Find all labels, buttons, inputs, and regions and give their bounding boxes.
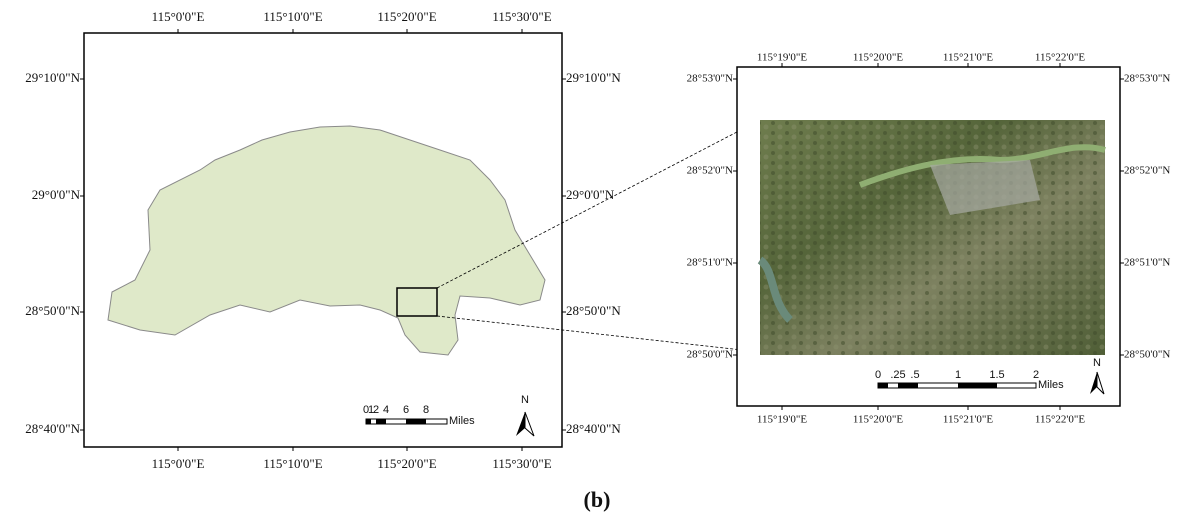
right-tick-label: 28°52'0"N [1124, 165, 1170, 177]
bottom-tick-label: 115°20'0"E [853, 414, 903, 426]
scale-label: 1.5 [989, 369, 1004, 381]
bottom-tick-label: 115°21'0"E [943, 414, 993, 426]
top-tick-label: 115°10'0"E [263, 9, 322, 24]
right-scale-bar [878, 383, 1036, 388]
right-tick-label: 28°51'0"N [1124, 257, 1170, 269]
left-tick-label: 28°40'0"N [25, 421, 80, 436]
scale-label: 2 [373, 404, 379, 416]
scale-unit: Miles [449, 415, 475, 427]
bottom-tick-label: 115°20'0"E [377, 456, 436, 471]
top-tick-label: 115°19'0"E [757, 52, 807, 64]
right-tick-label: 28°53'0"N [1124, 73, 1170, 85]
left-scale-bar [366, 419, 447, 424]
bottom-tick-label: 115°0'0"E [152, 456, 205, 471]
scale-label: 4 [383, 404, 389, 416]
left-tick-label: 28°51'0"N [687, 257, 733, 269]
bottom-tick-label: 115°22'0"E [1035, 414, 1085, 426]
satellite-image [760, 120, 1105, 355]
top-tick-label: 115°30'0"E [492, 9, 551, 24]
caption: (b) [584, 487, 611, 512]
top-tick-label: 115°20'0"E [853, 52, 903, 64]
right-tick-label: 29°10'0"N [566, 70, 621, 85]
left-tick-label: 29°10'0"N [25, 70, 80, 85]
bottom-tick-label: 115°30'0"E [492, 456, 551, 471]
scale-label: 0 [875, 369, 881, 381]
right-tick-label: 28°50'0"N [1124, 349, 1170, 361]
left-tick-label: 28°53'0"N [687, 73, 733, 85]
top-tick-label: 115°21'0"E [943, 52, 993, 64]
scale-label: .5 [910, 369, 919, 381]
right-tick-label: 28°40'0"N [566, 421, 621, 436]
bottom-tick-label: 115°10'0"E [263, 456, 322, 471]
north-label: N [521, 394, 529, 406]
top-tick-label: 115°0'0"E [152, 9, 205, 24]
left-tick-label: 28°50'0"N [25, 303, 80, 318]
scale-label: 8 [423, 404, 429, 416]
left-tick-label: 29°0'0"N [32, 187, 81, 202]
right-tick-label: 28°50'0"N [566, 303, 621, 318]
scale-label: .25 [890, 369, 905, 381]
scale-unit: Miles [1038, 379, 1064, 391]
figure: (b) 115°0'0"E 115°10'0"E 115°20'0"E 115°30'… [0, 0, 1192, 520]
scale-label: 1 [955, 369, 961, 381]
top-tick-label: 115°22'0"E [1035, 52, 1085, 64]
scale-label: 6 [403, 404, 409, 416]
left-tick-label: 28°52'0"N [687, 165, 733, 177]
top-tick-label: 115°20'0"E [377, 9, 436, 24]
right-tick-label: 29°0'0"N [566, 187, 615, 202]
left-tick-label: 28°50'0"N [687, 349, 733, 361]
bottom-tick-label: 115°19'0"E [757, 414, 807, 426]
north-label: N [1093, 357, 1101, 369]
